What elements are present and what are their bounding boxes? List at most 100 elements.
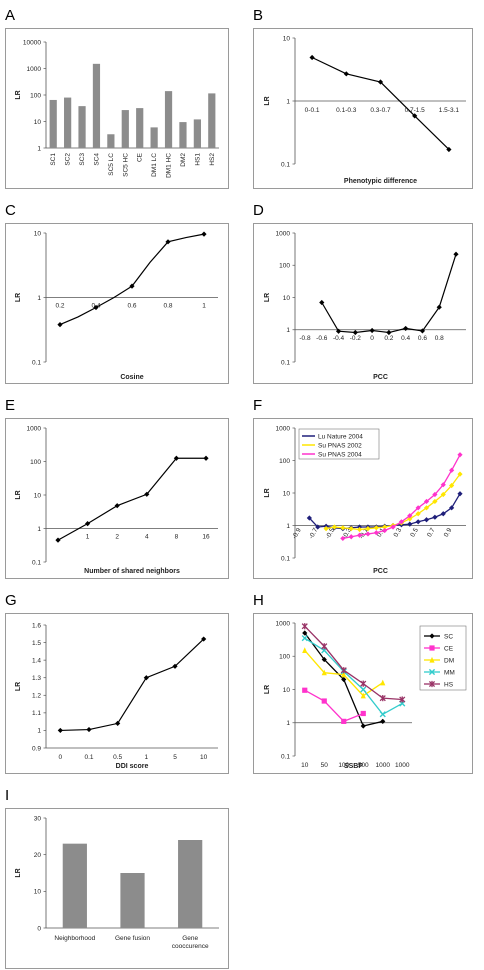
x-tick-label: DM1 HC	[166, 153, 173, 178]
x-tick-label: 0.2	[55, 303, 64, 310]
series-sc	[302, 630, 386, 729]
legend-marker	[429, 645, 435, 651]
panel-frame	[253, 28, 473, 189]
y-tick-label: 10	[283, 295, 291, 302]
y-tick-label: 1000	[276, 425, 291, 432]
x-tick-label: 50	[321, 762, 329, 769]
legend-label: Su PNAS 2002	[318, 442, 362, 449]
y-tick-label: 10	[283, 490, 291, 497]
y-tick-label: 1	[286, 327, 290, 334]
data-point	[423, 517, 430, 523]
data-point	[321, 698, 327, 704]
marker-stroke	[379, 711, 386, 718]
panel-label: H	[253, 592, 264, 609]
y-axis: 1 10 100 1000 10000	[23, 39, 47, 152]
data-point	[440, 491, 446, 498]
data-point	[315, 524, 321, 530]
data-point	[415, 505, 421, 511]
data-point	[457, 491, 463, 497]
x-tick-label: -0.7	[308, 527, 320, 541]
bar-dm2	[179, 122, 187, 148]
x-axis-label: SSBP	[344, 763, 363, 770]
panel-d: D 0.1 1 10 100 1000 LR -0.8 -0.6 -0.4 -0.2 0 0.2 0.4 0…	[253, 202, 473, 384]
y-tick-label: 10	[34, 889, 42, 896]
bar-dm1-lc	[150, 127, 158, 148]
panel-frame	[5, 808, 229, 969]
x-tick-label: -0.5	[325, 527, 337, 541]
data-point	[93, 304, 99, 311]
data-point	[309, 54, 315, 61]
y-tick-label: 1.2	[32, 693, 41, 700]
y-axis-label: LR	[15, 682, 22, 691]
x-tick-label: 16	[202, 534, 210, 541]
y-tick-label: 1.5	[32, 640, 41, 647]
panel-e: E 0.1 1 10 100 1000 LR 1 2 4 8 16 Number of shared n…	[5, 397, 229, 579]
data-point	[382, 524, 388, 530]
panel-frame	[5, 28, 229, 189]
panel-label: F	[253, 397, 262, 414]
panel-frame	[5, 613, 229, 774]
y-tick-label: 10	[34, 492, 42, 499]
data-point	[348, 526, 354, 532]
panel-label: I	[5, 787, 9, 804]
y-tick-label: 1.3	[32, 675, 41, 682]
series-su-pnas-2004	[340, 452, 463, 542]
series-su-pnas-2002	[323, 471, 463, 533]
data-point	[343, 71, 349, 77]
y-axis-label: LR	[264, 488, 271, 497]
legend-label: Lu Nature 2004	[318, 433, 363, 440]
data-point	[382, 527, 388, 534]
x-tick-label: 0.1	[376, 527, 387, 539]
data-point	[85, 521, 91, 527]
legend: SC CE DM MM HS	[419, 625, 467, 691]
y-tick-label: 0.1	[281, 555, 290, 562]
data-point	[331, 524, 338, 530]
x-tick-label: 10	[301, 762, 309, 769]
y-axis: 0 10 20 30	[34, 815, 47, 932]
y-tick-label: 10	[283, 35, 291, 42]
data-point	[457, 452, 463, 458]
y-tick-label: 1.1	[32, 710, 41, 717]
data-point	[436, 304, 442, 310]
marker-stroke	[360, 686, 367, 693]
data-point	[301, 623, 308, 630]
data-point	[360, 710, 366, 717]
data-point	[340, 667, 347, 674]
bar-neighborhood	[62, 843, 87, 928]
y-axis: 0.1 1 10 100 1000	[276, 230, 296, 366]
legend-label: SC	[444, 633, 453, 640]
legend-label: MM	[444, 669, 455, 676]
data-point	[129, 283, 135, 289]
bar-hs1	[193, 119, 201, 148]
bar-sc5-lc	[107, 134, 115, 148]
data-point	[403, 325, 409, 332]
data-point	[365, 526, 371, 532]
data-point	[201, 231, 207, 237]
y-tick-label: 0.1	[32, 359, 41, 366]
y-tick-label: 0	[37, 925, 41, 932]
x-tick-label: Neighborhood	[54, 935, 95, 942]
data-point	[360, 692, 366, 699]
x-tick-label: 0.8	[435, 335, 444, 342]
x-tick-label: HS2	[209, 153, 216, 166]
y-axis-label: LR	[15, 868, 22, 877]
y-tick-label: 0.1	[281, 359, 290, 366]
legend-marker	[428, 680, 436, 688]
data-point	[321, 643, 328, 650]
y-axis-label: LR	[264, 293, 271, 302]
y-tick-label: 1	[286, 720, 290, 727]
x-tick-label: cooccurence	[172, 943, 209, 950]
x-tick-label: -0.6	[316, 335, 328, 342]
data-point	[319, 299, 325, 306]
data-point	[380, 718, 386, 724]
panel-i: I 0 10 20 30 LR Neighborhood Gene fusion Genecoo…	[5, 787, 229, 969]
data-point	[415, 511, 421, 517]
legend: Lu Nature 2004 Su PNAS 2002 Su PNAS 2004	[298, 428, 380, 460]
x-axis-label: PCC	[373, 374, 388, 381]
y-tick-label: 10	[283, 687, 291, 694]
marker-stroke	[428, 668, 436, 676]
legend-marker	[429, 633, 435, 639]
x-tick-label: SC2	[65, 153, 72, 166]
data-point	[306, 515, 312, 521]
